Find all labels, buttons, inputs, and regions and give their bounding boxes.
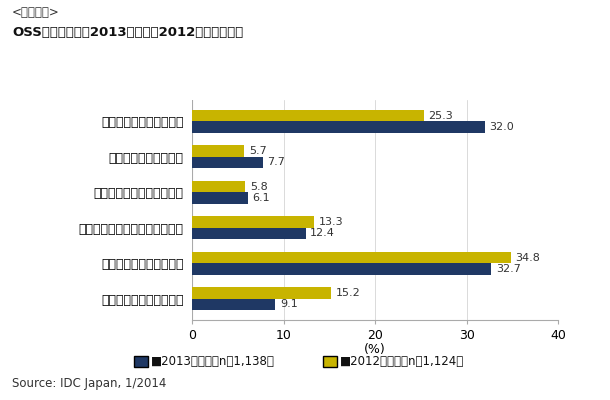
Text: 7.7: 7.7	[267, 158, 285, 168]
Text: ■2013年調査（n＝1,138）: ■2013年調査（n＝1,138）	[151, 355, 274, 368]
Bar	[192, 263, 492, 274]
Bar	[192, 228, 306, 239]
Text: 34.8: 34.8	[515, 252, 540, 262]
Text: Source: IDC Japan, 1/2014: Source: IDC Japan, 1/2014	[12, 377, 167, 390]
Text: 5.7: 5.7	[249, 146, 267, 156]
Bar	[192, 299, 276, 310]
Text: OSSの導入状況：2013年調査と2012年調査の比較: OSSの導入状況：2013年調査と2012年調査の比較	[12, 26, 243, 39]
Bar	[192, 287, 331, 299]
Bar	[192, 216, 314, 228]
Bar	[192, 146, 244, 157]
Text: 6.1: 6.1	[253, 193, 270, 203]
Text: 5.8: 5.8	[250, 182, 268, 192]
Text: 13.3: 13.3	[318, 217, 343, 227]
Text: 9.1: 9.1	[280, 299, 298, 309]
Text: 32.7: 32.7	[496, 264, 521, 274]
Bar	[192, 192, 248, 204]
Bar	[192, 181, 245, 192]
Bar	[192, 157, 263, 168]
Text: 32.0: 32.0	[489, 122, 514, 132]
Text: <参考資料>: <参考資料>	[12, 6, 60, 19]
Bar	[192, 121, 485, 133]
X-axis label: (%): (%)	[364, 344, 386, 356]
Text: 15.2: 15.2	[336, 288, 361, 298]
Bar	[192, 252, 511, 263]
Text: 25.3: 25.3	[428, 111, 453, 121]
Text: ■2012年調査（n＝1,124）: ■2012年調査（n＝1,124）	[340, 355, 464, 368]
Text: 12.4: 12.4	[310, 228, 335, 238]
Bar	[192, 110, 423, 121]
